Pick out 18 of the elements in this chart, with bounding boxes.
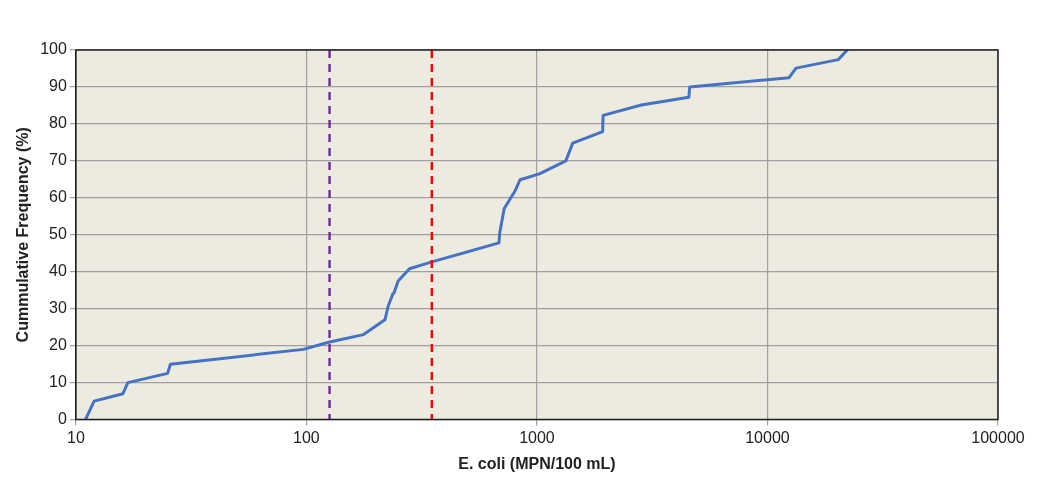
x-tick-label: 10000 <box>745 428 790 446</box>
y-tick-label: 40 <box>49 262 67 280</box>
x-tick-label: 1000 <box>519 428 555 446</box>
x-axis-title: E. coli (MPN/100 mL) <box>458 454 616 472</box>
x-tick-label: 100000 <box>971 428 1025 446</box>
x-tick-label: 100 <box>293 428 320 446</box>
y-axis-title: Cummulative Frequency (%) <box>14 127 32 343</box>
y-tick-label: 30 <box>49 299 67 317</box>
y-tick-label: 90 <box>49 77 67 95</box>
y-tick-label: 50 <box>49 225 67 243</box>
y-tick-label: 70 <box>49 151 67 169</box>
y-tick-label: 100 <box>40 40 67 58</box>
y-tick-label: 10 <box>49 373 67 391</box>
y-tick-label: 20 <box>49 336 67 354</box>
x-tick-label: 10 <box>67 428 85 446</box>
y-tick-label: 60 <box>49 188 67 206</box>
y-tick-label: 0 <box>57 410 67 428</box>
y-tick-label: 80 <box>49 114 67 132</box>
